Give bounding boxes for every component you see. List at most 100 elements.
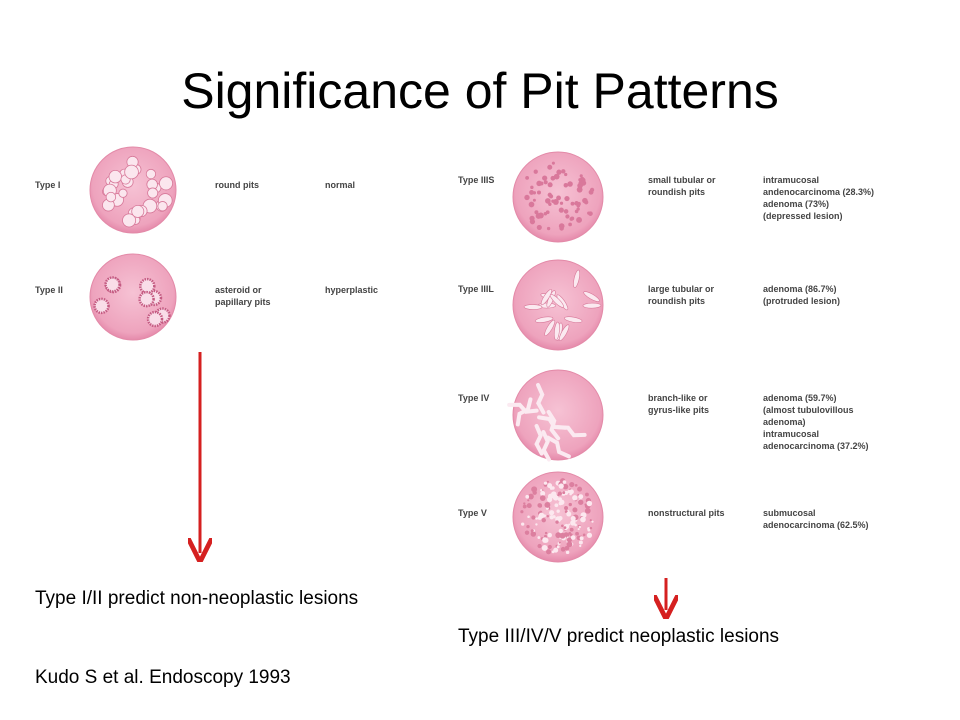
pit xyxy=(547,532,552,538)
pit xyxy=(544,534,548,538)
pit xyxy=(555,425,587,438)
pit xyxy=(547,544,552,550)
pit xyxy=(564,545,570,551)
pit xyxy=(547,496,553,503)
pit xyxy=(529,219,536,225)
pit xyxy=(535,517,538,520)
pit-type: Type I xyxy=(35,180,61,190)
pit xyxy=(532,490,537,495)
pit xyxy=(589,526,593,530)
pit xyxy=(531,515,536,520)
pit xyxy=(553,321,560,341)
pit xyxy=(576,217,583,223)
pit xyxy=(550,175,556,181)
pit xyxy=(569,481,575,488)
pit xyxy=(568,222,572,227)
pit xyxy=(547,164,553,170)
pit xyxy=(558,483,564,489)
pit xyxy=(568,531,572,535)
pit xyxy=(122,213,137,228)
pit xyxy=(523,502,526,505)
pit xyxy=(546,549,552,555)
pit xyxy=(565,550,570,555)
pit xyxy=(582,302,602,309)
pit xyxy=(557,497,562,502)
pit-description: large tubular or xyxy=(648,284,715,294)
pit xyxy=(546,409,561,441)
pit xyxy=(527,499,530,502)
pit xyxy=(540,289,553,306)
pit xyxy=(549,510,555,516)
pit xyxy=(563,182,569,188)
pit xyxy=(545,198,551,204)
pit xyxy=(591,520,594,523)
caption: Type I/II predict non-neoplastic lesions xyxy=(35,588,359,609)
pit xyxy=(539,488,543,492)
pit xyxy=(564,316,583,323)
pit xyxy=(542,175,548,181)
pit xyxy=(582,533,586,537)
pit xyxy=(569,489,574,495)
citation: Kudo S et al. Endoscopy 1993 xyxy=(35,667,291,688)
pit-description: roundish pits xyxy=(648,187,705,197)
pit xyxy=(534,210,539,215)
pit xyxy=(537,543,542,549)
pit-type: Type II xyxy=(35,285,63,295)
pit xyxy=(546,226,551,231)
pit-type: Type IIIS xyxy=(458,175,495,185)
pit xyxy=(589,519,592,522)
pit xyxy=(555,520,559,524)
pit xyxy=(553,547,559,553)
pit xyxy=(578,494,584,500)
pit xyxy=(559,201,564,205)
pit xyxy=(562,491,566,495)
pit xyxy=(545,210,550,215)
pit xyxy=(537,212,544,219)
pit xyxy=(547,182,553,188)
pit xyxy=(566,511,572,517)
pit xyxy=(570,520,576,526)
pit-finding: (protruded lesion) xyxy=(763,296,840,306)
pit xyxy=(520,510,524,514)
pit xyxy=(541,430,551,462)
pit xyxy=(549,486,553,490)
pit xyxy=(575,531,579,536)
pit-circle xyxy=(512,369,604,461)
pit xyxy=(543,481,548,485)
pit xyxy=(525,494,530,499)
pit xyxy=(579,174,583,178)
pit xyxy=(538,503,543,508)
pit xyxy=(565,214,570,219)
pit xyxy=(527,515,530,519)
pit xyxy=(564,172,568,177)
pit xyxy=(574,483,578,487)
pit xyxy=(562,480,567,484)
pit xyxy=(551,161,555,165)
pit xyxy=(145,168,157,180)
pit xyxy=(549,294,564,308)
pit-description: small tubular or xyxy=(648,175,716,185)
pit xyxy=(138,290,155,308)
pit xyxy=(105,191,117,203)
pit xyxy=(524,530,530,535)
pit xyxy=(558,541,561,544)
pit-type: Type IV xyxy=(458,393,490,403)
pit xyxy=(553,173,560,180)
pit xyxy=(528,201,535,208)
pit xyxy=(544,502,551,508)
pit xyxy=(580,516,586,523)
pit xyxy=(584,507,591,514)
pit xyxy=(536,224,542,230)
pit xyxy=(583,291,600,302)
pit xyxy=(541,517,546,523)
pit-circle xyxy=(89,253,177,341)
pit xyxy=(536,190,541,195)
pit xyxy=(564,195,570,202)
pit xyxy=(564,505,569,510)
pit xyxy=(558,528,563,534)
pit xyxy=(536,383,546,415)
pit xyxy=(588,211,593,216)
pit xyxy=(93,297,110,315)
pit xyxy=(521,522,525,526)
